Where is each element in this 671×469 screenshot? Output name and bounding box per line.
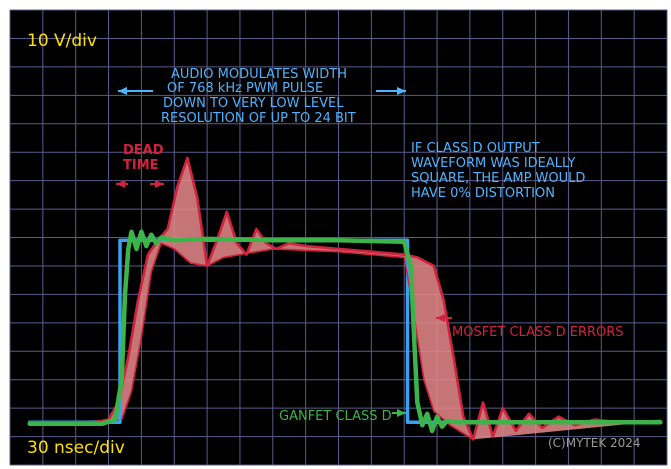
ganfet-label-arrow-head	[397, 409, 406, 417]
series-layer	[27, 156, 663, 441]
dead-time-line-2: TIME	[123, 158, 159, 173]
audio-arrow-left-head	[118, 87, 127, 95]
audio-arrow-right-head	[397, 87, 406, 95]
ganfet-series-line	[27, 229, 663, 434]
ideal-line-2: WAVEFORM WAS IDEALLY	[411, 156, 576, 171]
ideal-line-4: HAVE 0% DISTORTION	[411, 186, 555, 201]
ideal-annotation: IF CLASS D OUTPUT WAVEFORM WAS IDEALLY S…	[411, 141, 585, 201]
dead-time-annotation: DEAD TIME	[123, 143, 164, 173]
mosfet-envelope-line	[120, 242, 475, 441]
dead-time-arrow-left-head	[116, 180, 125, 188]
mosfet-series-label: MOSFET CLASS D ERRORS	[452, 325, 624, 340]
mosfet-label-arrow-head	[436, 314, 445, 322]
copyright-text: (C)MYTEK 2024	[548, 436, 641, 450]
dead-time-line-1: DEAD	[123, 143, 164, 158]
annotation-arrows	[116, 87, 452, 417]
audio-line-1: AUDIO MODULATES WIDTH	[171, 67, 347, 82]
mosfet-error-envelope	[29, 157, 661, 440]
audio-line-4: RESOLUTION OF UP TO 24 BIT	[161, 111, 356, 126]
ideal-line-3: SQUARE, THE AMP WOULD	[411, 171, 585, 186]
ganfet-series-label: GANFET CLASS D	[279, 409, 392, 424]
scope-grid	[9, 9, 668, 466]
audio-line-2: OF 768 kHz PWM PULSE	[167, 81, 323, 96]
audio-annotation: AUDIO MODULATES WIDTH OF 768 kHz PWM PUL…	[161, 67, 356, 126]
audio-line-3: DOWN TO VERY LOW LEVEL	[163, 96, 344, 111]
x-scale-label: 30 nsec/div	[27, 438, 125, 458]
dead-time-arrow-right-head	[155, 180, 164, 188]
y-scale-label: 10 V/div	[27, 31, 97, 51]
ideal-line-1: IF CLASS D OUTPUT	[411, 141, 540, 156]
